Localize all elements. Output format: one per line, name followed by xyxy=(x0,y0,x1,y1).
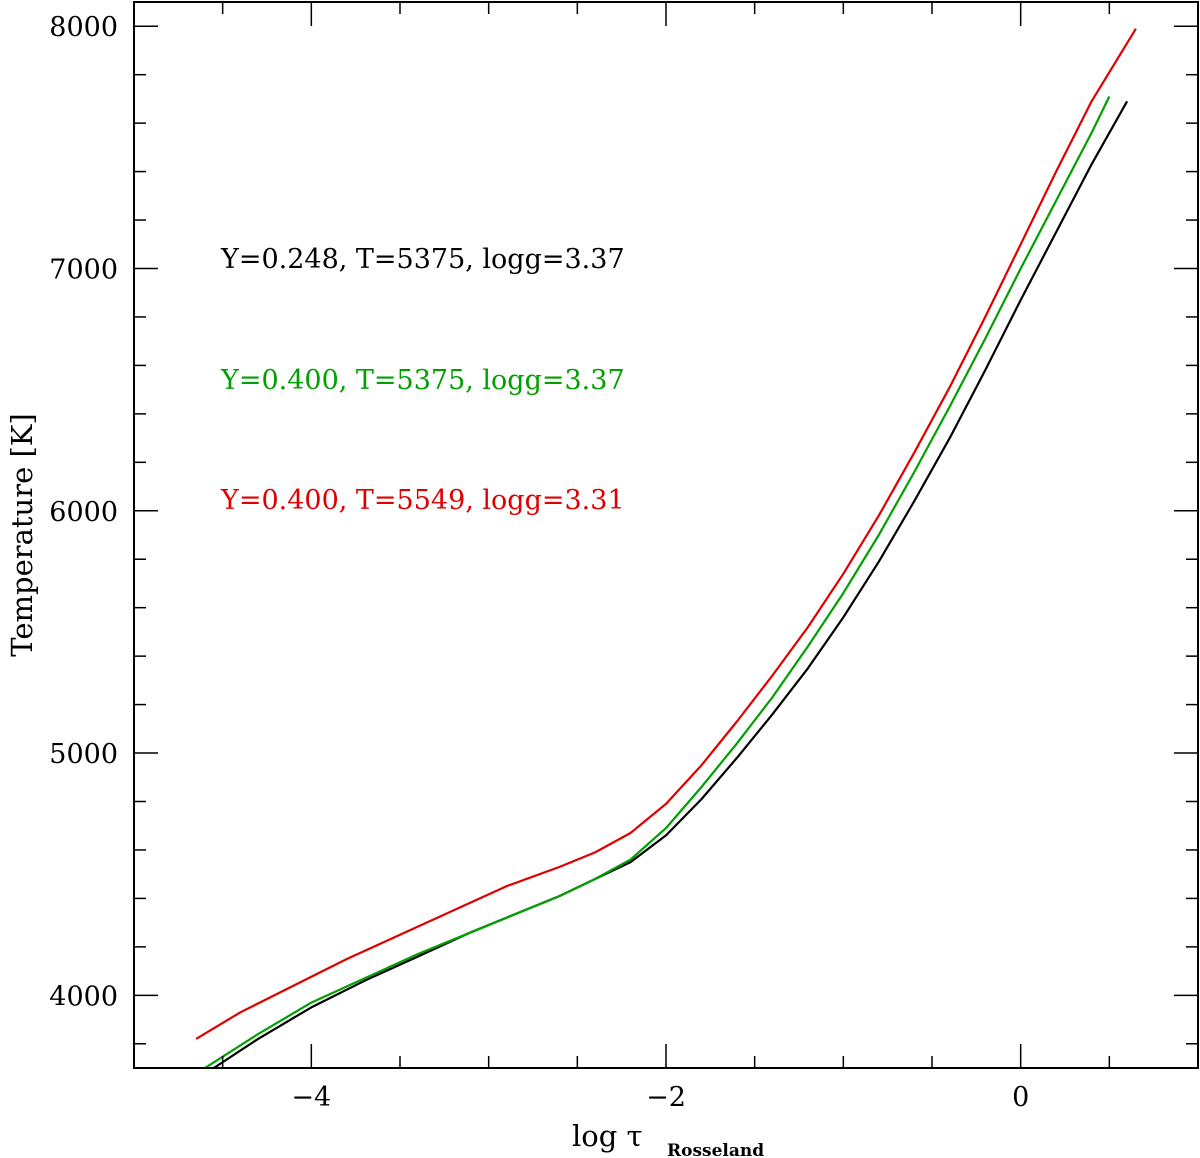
y-tick-label: 4000 xyxy=(49,981,118,1012)
series-line-3 xyxy=(195,28,1137,1040)
legend: Y=0.248, T=5375, logg=3.37 Y=0.400, T=537… xyxy=(220,244,625,516)
legend-entry-1: Y=0.248, T=5375, logg=3.37 xyxy=(220,244,625,275)
legend-entry-3: Y=0.400, T=5549, logg=3.31 xyxy=(220,485,625,516)
x-tick-label: −2 xyxy=(646,1082,686,1113)
x-tick-label: 0 xyxy=(1012,1082,1029,1113)
x-axis-label: log τ xyxy=(572,1119,643,1153)
series-line-2 xyxy=(204,96,1111,1068)
y-tick-label: 7000 xyxy=(49,255,118,286)
y-tick-label: 6000 xyxy=(49,497,118,528)
x-tick-label: −4 xyxy=(291,1082,331,1113)
legend-entry-2: Y=0.400, T=5375, logg=3.37 xyxy=(220,365,625,396)
y-tick-label: 8000 xyxy=(49,12,118,43)
y-tick-label: 5000 xyxy=(49,739,118,770)
x-axis-label-subscript: Rosseland xyxy=(667,1141,764,1158)
y-axis-label: Temperature [K] xyxy=(5,413,39,657)
x-axis-label-main: log τ xyxy=(572,1119,643,1153)
plot-frame xyxy=(133,1,1199,1069)
series-layer xyxy=(195,28,1137,1068)
ticks-layer: −4 −2 0 4000 5000 6000 7000 8000 xyxy=(49,2,1198,1113)
series-line-1 xyxy=(213,100,1129,1068)
